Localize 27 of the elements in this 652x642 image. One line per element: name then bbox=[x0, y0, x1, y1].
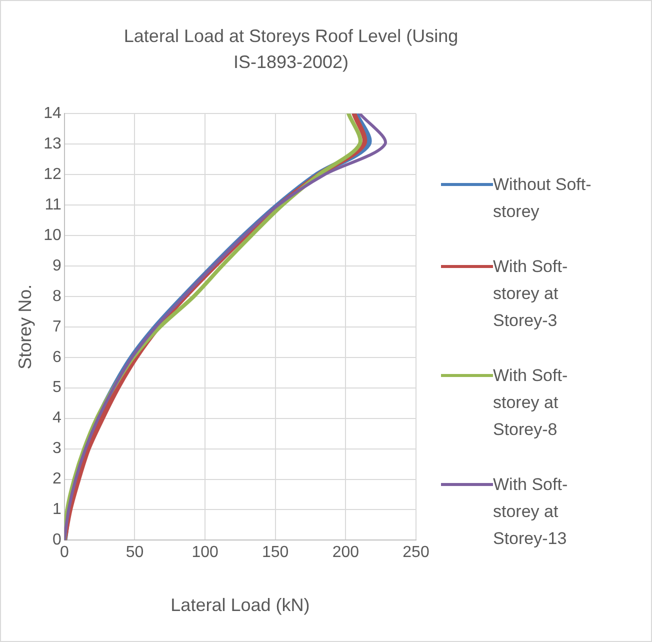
y-tick-label: 14 bbox=[44, 105, 62, 122]
y-tick-label: 2 bbox=[52, 470, 62, 488]
legend-label: With Soft-storey at Storey-3 bbox=[493, 256, 569, 332]
y-axis-title: Storey No. bbox=[14, 284, 35, 370]
legend-label: With Soft-storey at Storey-13 bbox=[493, 474, 569, 550]
x-tick-label: 100 bbox=[192, 544, 218, 562]
chart-title: Lateral Load at Storeys Roof Level (Using IS-1893-2002) bbox=[122, 25, 460, 74]
y-tick-label: 11 bbox=[44, 196, 62, 214]
y-tick-label: 1 bbox=[52, 501, 62, 518]
y-tick-label: 9 bbox=[52, 257, 62, 274]
y-tick-label: 10 bbox=[44, 226, 62, 244]
y-tick-label: 6 bbox=[52, 348, 62, 366]
y-tick-label: 8 bbox=[52, 288, 62, 305]
legend-label: With Soft-storey at Storey-8 bbox=[493, 365, 569, 441]
x-tick-label: 150 bbox=[262, 544, 289, 562]
y-tick-label: 3 bbox=[52, 440, 62, 458]
y-tick-label: 5 bbox=[52, 379, 62, 396]
y-tick-label: 4 bbox=[52, 410, 62, 427]
y-tick-label: 7 bbox=[52, 318, 62, 336]
y-tick-label: 12 bbox=[44, 166, 62, 183]
x-tick-label: 50 bbox=[126, 544, 144, 562]
y-tick-label: 0 bbox=[52, 532, 62, 549]
y-tick-label: 13 bbox=[44, 135, 62, 152]
x-tick-label: 200 bbox=[332, 544, 360, 562]
x-axis-title: Lateral Load (kN) bbox=[170, 595, 310, 616]
x-tick-label: 250 bbox=[402, 544, 430, 562]
legend-label: Without Soft-storey bbox=[493, 174, 592, 223]
